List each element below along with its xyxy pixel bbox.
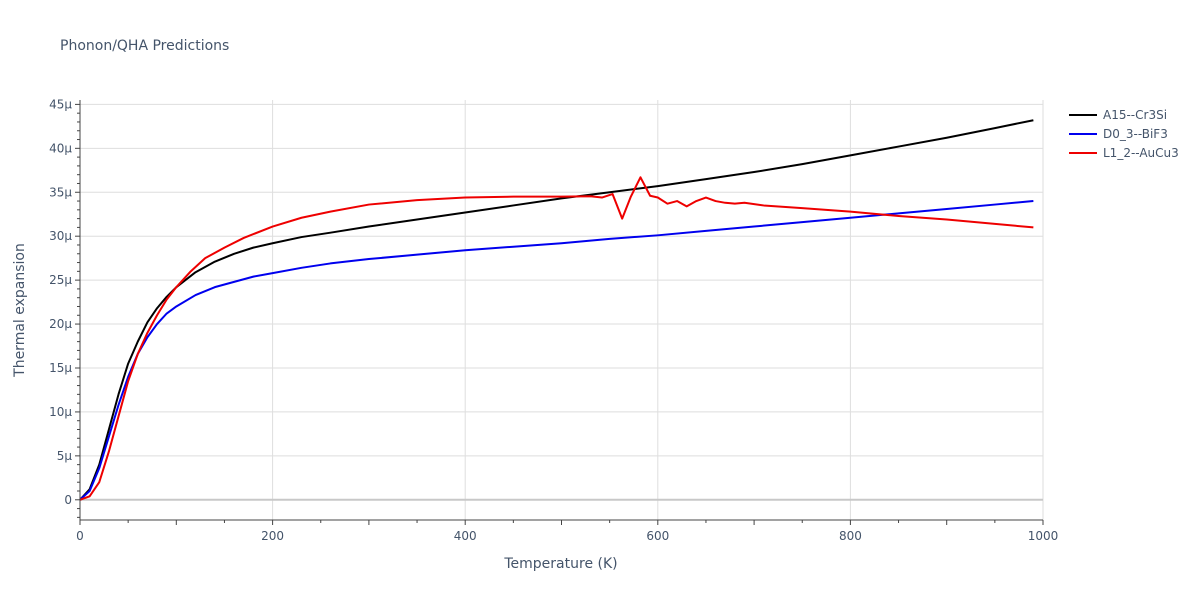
series-line-1[interactable] bbox=[79, 200, 1034, 501]
series-line-0[interactable] bbox=[79, 119, 1034, 501]
y-tick-label: 0 bbox=[64, 493, 72, 507]
y-tick-label: 15μ bbox=[49, 361, 72, 375]
x-tick-label: 600 bbox=[646, 529, 669, 543]
legend-label: D0_3--BiF3 bbox=[1103, 127, 1168, 141]
x-tick-label: 1000 bbox=[1028, 529, 1059, 543]
y-tick-label: 30μ bbox=[49, 229, 72, 243]
y-tick-labels: 0 5μ 10μ 15μ 20μ 25μ 30μ 35μ 40μ 45μ bbox=[49, 97, 72, 506]
y-tick-label: 10μ bbox=[49, 405, 72, 419]
y-tick-label: 45μ bbox=[49, 97, 72, 111]
legend-item[interactable]: A15--Cr3Si bbox=[1069, 108, 1167, 122]
legend-label: A15--Cr3Si bbox=[1103, 108, 1167, 122]
x-tick-label: 0 bbox=[76, 529, 84, 543]
series-line-2[interactable] bbox=[79, 176, 1034, 501]
x-tick-labels: 0 200 400 600 800 1000 bbox=[76, 529, 1058, 543]
legend-label: L1_2--AuCu3 bbox=[1103, 146, 1179, 160]
y-tick-label: 35μ bbox=[49, 185, 72, 199]
y-tick-label: 40μ bbox=[49, 141, 72, 155]
y-tick-label: 25μ bbox=[49, 273, 72, 287]
x-tick-label: 200 bbox=[261, 529, 284, 543]
legend-item[interactable]: L1_2--AuCu3 bbox=[1069, 146, 1179, 160]
grid bbox=[80, 100, 1044, 520]
chart-title: Phonon/QHA Predictions bbox=[60, 38, 229, 54]
series-group bbox=[79, 119, 1034, 501]
legend[interactable]: A15--Cr3Si D0_3--BiF3 L1_2--AuCu3 bbox=[1069, 108, 1179, 160]
y-axis-title: Thermal expansion bbox=[12, 243, 28, 378]
x-tick-label: 400 bbox=[454, 529, 477, 543]
axes bbox=[75, 100, 1044, 525]
legend-item[interactable]: D0_3--BiF3 bbox=[1069, 127, 1168, 141]
x-axis-title: Temperature (K) bbox=[503, 556, 617, 572]
y-tick-label: 5μ bbox=[57, 449, 73, 463]
x-tick-label: 800 bbox=[839, 529, 862, 543]
y-tick-label: 20μ bbox=[49, 317, 72, 331]
